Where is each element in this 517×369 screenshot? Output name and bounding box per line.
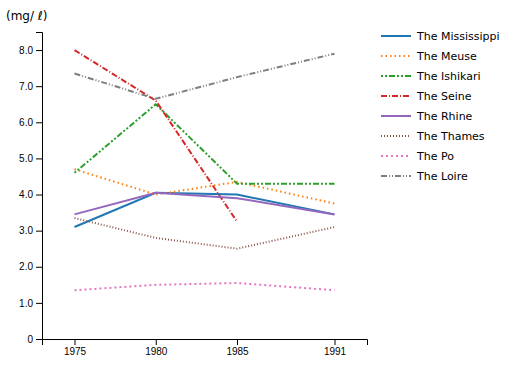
axis-line bbox=[43, 340, 368, 346]
legend-item: The Loire bbox=[381, 170, 468, 183]
tick-mark bbox=[156, 339, 157, 345]
tick-label: 1991 bbox=[324, 346, 347, 357]
tick-mark bbox=[75, 339, 76, 345]
tick-mark bbox=[36, 86, 42, 87]
chart: 1975 1980 1985 1991 0 1.0 2.0 3.0 4.0 5.0 6.0 7.0 8.… bbox=[0, 0, 517, 369]
legend-item: The Ishikari bbox=[381, 70, 480, 83]
tick-mark bbox=[36, 339, 42, 340]
y-axis-label: (mg/ ℓ) bbox=[6, 9, 47, 23]
legend-label: The Po bbox=[416, 150, 454, 163]
tick-mark bbox=[237, 339, 238, 345]
legend-label: The Loire bbox=[416, 170, 468, 183]
axis-line bbox=[36, 33, 43, 340]
series-line bbox=[75, 193, 335, 215]
tick-mark bbox=[36, 303, 42, 304]
tick-mark bbox=[36, 195, 42, 196]
tick-label: 5.0 bbox=[19, 153, 33, 164]
tick: 2.0 bbox=[19, 261, 42, 272]
legend-swatch bbox=[381, 155, 411, 157]
tick-label: 1975 bbox=[64, 346, 87, 357]
tick: 8.0 bbox=[19, 45, 42, 56]
legend-swatch bbox=[381, 75, 411, 77]
tick-label: 1.0 bbox=[19, 298, 33, 309]
legend-item: The Thames bbox=[381, 130, 485, 143]
tick-mark bbox=[36, 158, 42, 159]
tick-label: 1985 bbox=[226, 346, 249, 357]
tick: 6.0 bbox=[19, 117, 42, 128]
tick: 0 bbox=[27, 334, 42, 345]
legend-swatch bbox=[381, 175, 411, 177]
legend: The Mississippi The Meuse The Ishikari The … bbox=[381, 30, 500, 183]
series-line bbox=[75, 193, 335, 227]
tick-label: 7.0 bbox=[19, 81, 33, 92]
legend-swatch bbox=[381, 55, 411, 57]
tick: 1991 bbox=[324, 339, 347, 357]
tick-label: 2.0 bbox=[19, 261, 33, 272]
legend-item: The Rhine bbox=[381, 110, 473, 123]
tick-label: 0 bbox=[27, 334, 33, 345]
tick: 3.0 bbox=[19, 225, 42, 236]
series-line bbox=[75, 218, 335, 249]
legend-swatch bbox=[381, 135, 411, 137]
tick-label: 3.0 bbox=[19, 225, 33, 236]
tick-mark bbox=[36, 50, 42, 51]
x-axis: 1975 1980 1985 1991 bbox=[43, 339, 368, 357]
tick: 7.0 bbox=[19, 81, 42, 92]
legend-item: The Po bbox=[381, 150, 454, 163]
legend-label: The Ishikari bbox=[416, 70, 480, 83]
tick-mark bbox=[36, 231, 42, 232]
tick-mark bbox=[335, 339, 336, 345]
legend-label: The Rhine bbox=[416, 110, 473, 123]
plot: 1975 1980 1985 1991 0 1.0 2.0 3.0 4.0 5.0 6.0 7.0 8.… bbox=[19, 33, 367, 358]
tick-label: 1980 bbox=[145, 346, 168, 357]
legend-item: The Mississippi bbox=[381, 30, 500, 43]
legend-swatch bbox=[381, 115, 411, 117]
legend-label: The Seine bbox=[416, 90, 472, 103]
tick: 4.0 bbox=[19, 189, 42, 200]
tick-label: 4.0 bbox=[19, 189, 33, 200]
legend-swatch bbox=[381, 95, 411, 97]
tick-label: 6.0 bbox=[19, 117, 33, 128]
tick: 1985 bbox=[226, 339, 249, 357]
tick: 1.0 bbox=[19, 298, 42, 309]
tick-mark bbox=[36, 267, 42, 268]
legend-item: The Seine bbox=[381, 90, 472, 103]
legend-item: The Meuse bbox=[381, 50, 477, 63]
legend-swatch bbox=[381, 35, 411, 37]
tick: 5.0 bbox=[19, 153, 42, 164]
tick: 1975 bbox=[64, 339, 87, 357]
tick-mark bbox=[36, 122, 42, 123]
tick: 1980 bbox=[145, 339, 168, 357]
series-line bbox=[75, 54, 335, 99]
lines bbox=[75, 50, 335, 290]
series-line bbox=[75, 283, 335, 290]
tick-label: 8.0 bbox=[19, 45, 33, 56]
legend-label: The Mississippi bbox=[416, 30, 500, 43]
legend-label: The Meuse bbox=[416, 50, 477, 63]
legend-label: The Thames bbox=[416, 130, 485, 143]
y-axis: 0 1.0 2.0 3.0 4.0 5.0 6.0 7.0 8.0 bbox=[19, 33, 42, 345]
